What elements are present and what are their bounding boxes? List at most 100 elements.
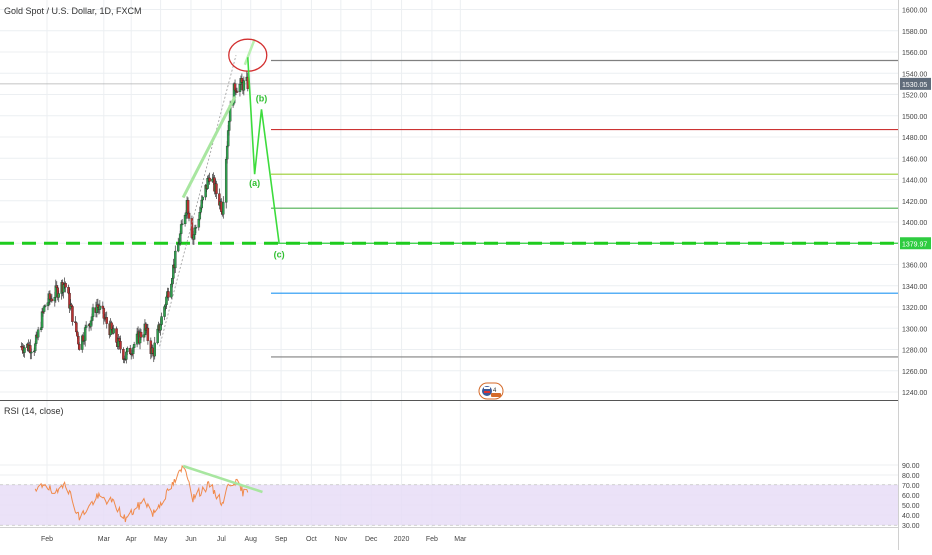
time-tick-label: Dec	[365, 536, 378, 543]
price-tick-label: 1520.00	[902, 93, 927, 100]
price-tick-label: 1500.00	[902, 114, 927, 121]
time-tick-label: Feb	[426, 536, 438, 543]
time-tick-label: Aug	[244, 536, 257, 543]
candle-body[interactable]	[224, 158, 228, 203]
price-tick-label: 1480.00	[902, 135, 927, 142]
price-tick-label: 1360.00	[902, 263, 927, 270]
price-tick-label: 1320.00	[902, 305, 927, 312]
candle-body[interactable]	[201, 196, 204, 201]
price-tick-label: 1560.00	[902, 50, 927, 57]
time-tick-label: 2020	[394, 536, 410, 543]
price-tick-label: 1600.00	[902, 8, 927, 15]
candle-body[interactable]	[91, 307, 95, 317]
candle-body[interactable]	[57, 293, 60, 298]
rsi-pane[interactable]	[34, 464, 263, 523]
candle-body[interactable]	[43, 305, 47, 307]
candle-body[interactable]	[105, 317, 108, 324]
time-axis[interactable]: Feb Mar Apr May Jun Jul Aug Sep Oct Nov Dec 2020 Feb…	[41, 536, 467, 543]
price-tick-label: 1440.00	[902, 178, 927, 185]
time-tick-label: Nov	[335, 536, 348, 543]
price-tick-label: 1340.00	[902, 284, 927, 291]
price-tick-label: 1260.00	[902, 369, 927, 376]
wave-label: (a)	[249, 178, 260, 188]
candle-body[interactable]	[167, 291, 170, 298]
time-tick-label: Jul	[217, 536, 226, 543]
rsi-title: RSI (14, close)	[4, 406, 64, 416]
rsi-band	[0, 485, 898, 525]
target-price-label: 1379.97	[902, 241, 927, 248]
time-tick-label: Feb	[41, 536, 53, 543]
candle-body[interactable]	[71, 306, 74, 322]
rsi-divergence-line[interactable]	[182, 464, 263, 494]
time-tick-label: Oct	[306, 536, 317, 543]
rsi-tick-label: 60.00	[902, 493, 920, 500]
price-axis[interactable]: 1240.00 1260.00 1280.00 1300.00 1320.00 1340.…	[900, 0, 931, 397]
wave-label: (c)	[274, 249, 285, 259]
candle-body[interactable]	[186, 200, 190, 214]
time-tick-label: Mar	[98, 536, 111, 543]
rsi-line[interactable]	[34, 464, 249, 523]
candle-body[interactable]	[242, 80, 246, 91]
candle-body[interactable]	[126, 347, 129, 353]
candle-body[interactable]	[119, 341, 122, 350]
time-tick-label: Apr	[126, 536, 138, 543]
candle-body[interactable]	[153, 342, 156, 357]
rsi-tick-label: 30.00	[902, 523, 920, 530]
time-tick-label: Sep	[275, 536, 288, 543]
price-tick-label: 1540.00	[902, 71, 927, 78]
channel-tip-line[interactable]	[243, 38, 256, 66]
candle-body[interactable]	[187, 212, 191, 219]
candle-body[interactable]	[112, 328, 115, 334]
time-tick-label: Jun	[185, 536, 196, 543]
candle-body[interactable]	[23, 347, 26, 353]
current-price-label: 1530.05	[902, 82, 927, 89]
price-tick-label: 1460.00	[902, 156, 927, 163]
highlight-circle[interactable]	[228, 38, 268, 72]
candle-body[interactable]	[179, 224, 183, 234]
candle-body[interactable]	[84, 325, 88, 328]
candle-body[interactable]	[174, 250, 177, 269]
price-tick-label: 1580.00	[902, 29, 927, 36]
candle-body[interactable]	[160, 316, 163, 325]
price-tick-label: 1300.00	[902, 326, 927, 333]
price-tick-label: 1280.00	[902, 348, 927, 355]
candle-body[interactable]	[194, 227, 198, 229]
rsi-tick-label: 90.00	[902, 463, 920, 470]
candle-body[interactable]	[98, 305, 102, 310]
candle-body[interactable]	[208, 177, 211, 182]
chart-title: Gold Spot / U.S. Dollar, 1D, FXCM	[4, 6, 142, 16]
price-tick-label: 1420.00	[902, 199, 927, 206]
rsi-tick-label: 40.00	[902, 513, 920, 520]
rising-trendline[interactable]	[181, 95, 237, 199]
candle-body[interactable]	[180, 223, 184, 226]
candle-body[interactable]	[225, 145, 229, 160]
rsi-tick-label: 70.00	[902, 483, 920, 490]
candle-body[interactable]	[215, 183, 218, 194]
candle-body[interactable]	[50, 298, 54, 302]
price-tick-label: 1240.00	[902, 390, 927, 397]
wave-projection-path[interactable]	[246, 57, 280, 244]
candle-body[interactable]	[235, 91, 239, 93]
target-price-tag	[900, 237, 931, 250]
svg-text:4: 4	[493, 388, 497, 394]
rsi-tick-label: 80.00	[902, 473, 920, 480]
candle-body[interactable]	[30, 351, 33, 354]
candle-body[interactable]	[222, 202, 225, 215]
candle-body[interactable]	[78, 343, 81, 350]
time-tick-label: May	[154, 536, 168, 543]
candle-body[interactable]	[227, 121, 231, 131]
candle-body[interactable]	[64, 283, 67, 288]
candle-body[interactable]	[132, 343, 136, 348]
candle-body[interactable]	[139, 331, 143, 338]
candle-body[interactable]	[146, 327, 150, 341]
candle-body[interactable]	[36, 329, 40, 338]
rsi-axis[interactable]: 30.00 40.00 50.00 60.00 70.00 80.00 90.00	[902, 463, 920, 530]
price-pane[interactable]: (a) (b) (c)	[0, 0, 898, 364]
wave-label: (b)	[256, 93, 268, 103]
time-tick-label: Mar	[454, 536, 467, 543]
current-price-tag	[900, 77, 931, 90]
flag-icon[interactable]: 4	[478, 382, 504, 400]
